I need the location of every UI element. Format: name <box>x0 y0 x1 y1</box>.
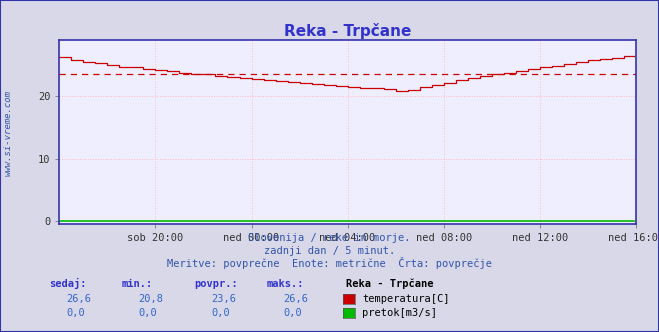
Text: min.:: min.: <box>122 279 153 289</box>
Text: 26,6: 26,6 <box>66 294 91 304</box>
Text: www.si-vreme.com: www.si-vreme.com <box>3 90 13 176</box>
Text: sedaj:: sedaj: <box>49 278 87 289</box>
Text: 0,0: 0,0 <box>66 308 84 318</box>
Text: Meritve: povprečne  Enote: metrične  Črta: povprečje: Meritve: povprečne Enote: metrične Črta:… <box>167 257 492 269</box>
Text: 0,0: 0,0 <box>211 308 229 318</box>
Text: zadnji dan / 5 minut.: zadnji dan / 5 minut. <box>264 246 395 256</box>
Text: povpr.:: povpr.: <box>194 279 238 289</box>
Text: 20,8: 20,8 <box>138 294 163 304</box>
Text: Slovenija / reke in morje.: Slovenija / reke in morje. <box>248 233 411 243</box>
Text: pretok[m3/s]: pretok[m3/s] <box>362 308 438 318</box>
Text: 0,0: 0,0 <box>283 308 302 318</box>
Text: 0,0: 0,0 <box>138 308 157 318</box>
Text: maks.:: maks.: <box>267 279 304 289</box>
Text: Reka - Trpčane: Reka - Trpčane <box>346 279 434 289</box>
Text: 26,6: 26,6 <box>283 294 308 304</box>
Text: 23,6: 23,6 <box>211 294 236 304</box>
Title: Reka - Trpčane: Reka - Trpčane <box>284 23 411 39</box>
Text: temperatura[C]: temperatura[C] <box>362 294 450 304</box>
